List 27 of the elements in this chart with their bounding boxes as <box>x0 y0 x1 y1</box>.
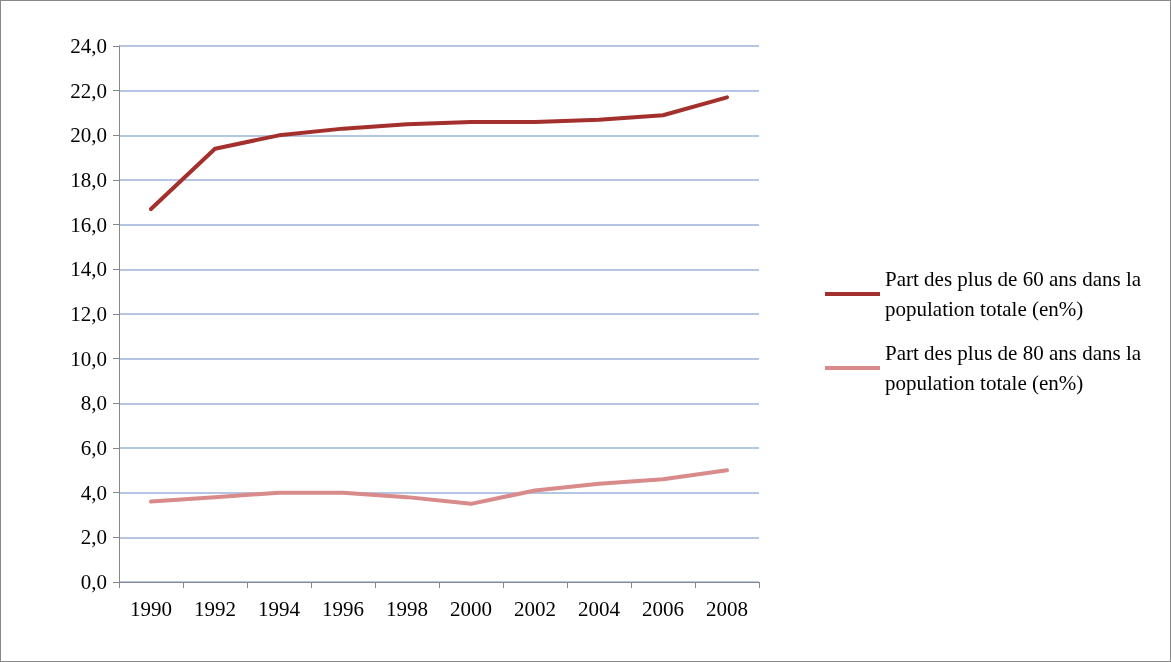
y-tick-label: 6,0 <box>80 436 107 460</box>
x-tick-label: 1990 <box>130 596 172 621</box>
y-tick-label: 2,0 <box>80 525 107 550</box>
x-tick-label: 1998 <box>386 596 428 621</box>
x-tick-label: 2000 <box>450 596 492 621</box>
legend-label: Part des plus de 80 ans dans la population totale (en%) <box>885 341 1147 395</box>
line-series <box>149 95 729 212</box>
legend-label: Part des plus de 60 ans dans la population totale (en%) <box>885 267 1147 321</box>
y-tick-label: 8,0 <box>80 391 107 416</box>
x-tick-label: 2004 <box>578 596 621 621</box>
y-tick-label: 4,0 <box>80 480 107 505</box>
x-tick-label: 1994 <box>258 596 301 621</box>
y-tick-label: 0,0 <box>80 570 107 594</box>
y-tick-label: 20,0 <box>70 123 107 148</box>
line-series <box>149 468 729 506</box>
y-tick-label: 22,0 <box>70 78 107 103</box>
y-tick-label: 12,0 <box>70 302 107 326</box>
y-tick-label: 18,0 <box>70 168 107 192</box>
x-tick-label: 1996 <box>322 596 364 621</box>
x-tick-label: 2006 <box>642 596 684 621</box>
y-tick-label: 24,0 <box>70 34 107 58</box>
x-tick-label: 2008 <box>706 596 748 621</box>
y-tick-label: 14,0 <box>70 257 107 282</box>
y-tick-label: 10,0 <box>70 346 107 371</box>
y-tick-label: 16,0 <box>70 212 107 237</box>
x-tick-label: 1992 <box>194 596 236 621</box>
x-tick-label: 2002 <box>514 596 556 621</box>
